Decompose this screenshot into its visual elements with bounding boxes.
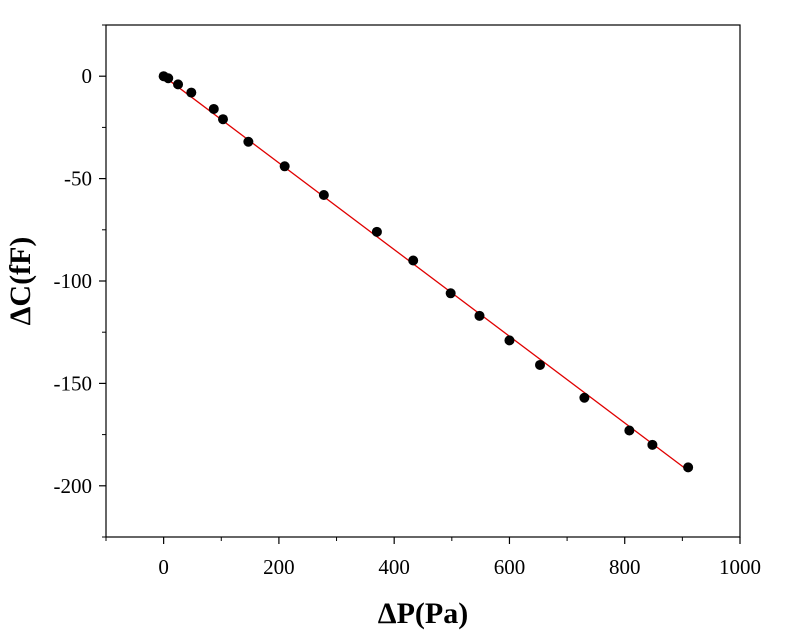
x-tick-label: 1000 [719, 555, 761, 579]
data-point [647, 439, 658, 450]
x-tick-label: 0 [158, 555, 169, 579]
data-point [318, 189, 329, 200]
fit-line [163, 75, 690, 472]
data-point [173, 79, 184, 90]
data-point [186, 87, 197, 98]
y-tick-label: -200 [54, 474, 93, 498]
y-tick-label: -150 [54, 371, 93, 395]
data-point [535, 359, 546, 370]
data-point [579, 392, 590, 403]
data-point [624, 425, 635, 436]
data-point [408, 255, 419, 266]
y-axis-ticks: 0 -50 -100 -150 -200 [54, 24, 106, 538]
x-axis-title: ΔP(Pa) [378, 597, 468, 630]
y-axis-title: ΔC(fF) [4, 237, 37, 326]
x-tick-label: 800 [609, 555, 641, 579]
y-tick-label: -50 [64, 167, 92, 191]
data-point [504, 335, 515, 346]
y-tick-label: -100 [54, 269, 93, 293]
data-point [371, 226, 382, 237]
y-tick-label: 0 [82, 64, 93, 88]
x-tick-label: 200 [263, 555, 295, 579]
series-layer [158, 71, 694, 473]
plot-area [105, 24, 741, 538]
data-point [218, 114, 229, 125]
data-point [243, 136, 254, 147]
x-axis-ticks: 0 200 400 600 800 1000 [105, 537, 761, 579]
data-point [279, 161, 290, 172]
data-point [208, 103, 219, 114]
x-tick-label: 600 [494, 555, 526, 579]
data-point [474, 310, 485, 321]
x-tick-label: 400 [378, 555, 410, 579]
data-point [683, 462, 694, 473]
data-point [163, 73, 174, 84]
data-point [445, 288, 456, 299]
